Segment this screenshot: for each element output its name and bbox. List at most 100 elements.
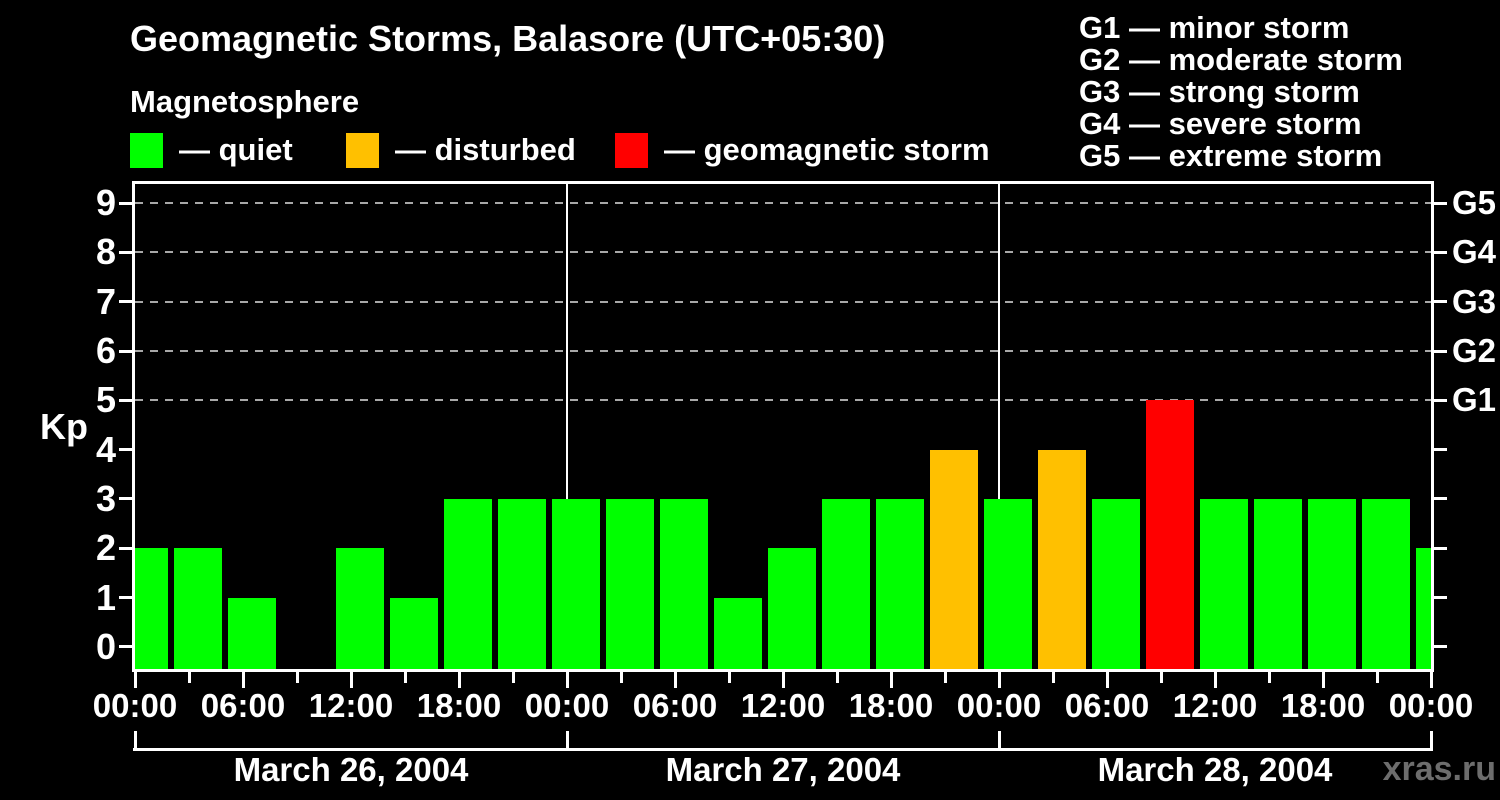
legend-item-disturbed: — disturbed xyxy=(346,131,576,169)
legend-item-storm: — geomagnetic storm xyxy=(615,131,990,169)
y-axis-tick-right xyxy=(1434,448,1447,452)
x-tick-label: 18:00 xyxy=(848,687,934,724)
kp-bar xyxy=(1362,498,1410,669)
x-tick-label: 18:00 xyxy=(416,687,502,724)
x-axis-tick xyxy=(187,672,191,683)
y-axis-tick-right xyxy=(1434,349,1447,353)
x-tick-label: 18:00 xyxy=(1280,687,1366,724)
kp-bar xyxy=(660,498,708,669)
y-axis-tick xyxy=(119,645,132,649)
gridline-kp6 xyxy=(135,350,1431,352)
y-tick-label: 7 xyxy=(95,280,116,322)
kp-bar xyxy=(1092,498,1140,669)
day-boundary-line xyxy=(566,184,568,669)
y-axis-tick xyxy=(119,448,132,452)
kp-bar xyxy=(1308,498,1356,669)
x-tick-label: 12:00 xyxy=(1172,687,1258,724)
x-axis-tick xyxy=(997,672,1001,688)
kp-bar xyxy=(1254,498,1302,669)
kp-bar xyxy=(984,498,1032,669)
x-tick-label: 00:00 xyxy=(524,687,610,724)
g-axis-label-g5: G5 xyxy=(1452,184,1497,222)
x-axis-tick xyxy=(241,672,245,688)
kp-bar xyxy=(498,498,546,669)
x-axis-tick xyxy=(1375,672,1379,683)
x-axis-tick xyxy=(1051,672,1055,683)
x-axis-tick xyxy=(295,672,299,683)
y-axis-tick-right xyxy=(1434,201,1447,205)
x-axis-tick xyxy=(1267,672,1271,683)
gridline-kp5 xyxy=(135,399,1431,402)
x-tick-label: 06:00 xyxy=(200,687,286,724)
y-axis-tick xyxy=(119,300,132,304)
x-axis-tick xyxy=(1321,672,1325,688)
kp-bar xyxy=(768,548,816,669)
x-tick-label: 00:00 xyxy=(92,687,178,724)
g-axis-label-g3: G3 xyxy=(1452,282,1497,320)
y-tick-label: 8 xyxy=(95,231,116,273)
kp-bar xyxy=(930,449,978,669)
x-axis-tick xyxy=(835,672,839,683)
y-axis-tick-right xyxy=(1434,497,1447,501)
g-axis-label-g1: G1 xyxy=(1452,381,1497,419)
legend-label-disturbed: — disturbed xyxy=(395,132,576,167)
day-boundary-line xyxy=(998,184,1000,669)
y-tick-label: 0 xyxy=(95,625,116,667)
g-legend-row-g3: G3 — strong storm xyxy=(1079,74,1360,109)
kp-bar xyxy=(552,498,600,669)
y-tick-label: 5 xyxy=(95,379,116,421)
x-axis-tick xyxy=(403,672,407,683)
y-axis-tick xyxy=(119,497,132,501)
kp-bar xyxy=(822,498,870,669)
y-axis-tick-right xyxy=(1434,250,1447,254)
y-axis-tick-right xyxy=(1434,596,1447,599)
date-label: March 26, 2004 xyxy=(233,751,469,788)
date-bracket-tick xyxy=(565,731,569,751)
quiet-color-swatch xyxy=(130,132,163,168)
g-axis-label-g2: G2 xyxy=(1452,332,1497,369)
x-tick-label: 06:00 xyxy=(632,687,718,724)
plot-area xyxy=(132,181,1434,672)
kp-bar xyxy=(1416,548,1431,669)
legend-label-quiet: — quiet xyxy=(179,132,293,167)
x-axis-tick xyxy=(349,672,353,688)
disturbed-color-swatch xyxy=(346,132,379,168)
y-axis-tick xyxy=(119,201,132,205)
g-scale-legend: G1 — minor storm G2 — moderate storm G3 … xyxy=(1079,12,1403,172)
x-axis-tick xyxy=(511,672,515,683)
x-axis-tick xyxy=(781,672,785,688)
gridline-kp9 xyxy=(135,202,1431,205)
x-axis-tick xyxy=(673,672,677,688)
y-tick-label: 2 xyxy=(95,527,116,569)
g-legend-row-g2: G2 — moderate storm xyxy=(1079,42,1403,77)
kp-bar xyxy=(1146,400,1194,669)
kp-bar xyxy=(174,548,222,669)
x-axis-tick xyxy=(133,672,137,688)
y-tick-label: 3 xyxy=(95,477,116,519)
kp-bar xyxy=(444,498,492,669)
kp-bar xyxy=(135,548,168,669)
y-axis-tick xyxy=(119,250,132,254)
x-axis-tick xyxy=(727,672,731,683)
date-bracket-tick xyxy=(1429,731,1433,751)
y-axis-tick-right xyxy=(1434,546,1447,550)
kp-bar xyxy=(390,597,438,669)
x-axis-tick xyxy=(889,672,893,688)
kp-bar xyxy=(1038,449,1086,669)
x-axis-tick xyxy=(457,672,461,688)
g-legend-row-g5: G5 — extreme storm xyxy=(1079,138,1383,173)
g-legend-row-g4: G4 — severe storm xyxy=(1079,106,1362,141)
x-axis-tick xyxy=(1213,672,1217,688)
kp-bar xyxy=(228,597,276,669)
y-tick-label: 4 xyxy=(95,428,116,470)
kp-bar xyxy=(876,498,924,669)
x-axis-tick xyxy=(1429,672,1433,688)
gridline-kp8 xyxy=(135,251,1431,254)
y-axis-tick xyxy=(119,546,132,550)
date-bracket-tick xyxy=(133,731,137,751)
kp-bar xyxy=(1200,498,1248,669)
page-title: Geomagnetic Storms, Balasore (UTC+05:30) xyxy=(130,18,886,59)
x-axis-tick xyxy=(619,672,623,683)
gridline-kp7 xyxy=(135,300,1431,303)
y-axis-tick-right xyxy=(1434,300,1447,304)
